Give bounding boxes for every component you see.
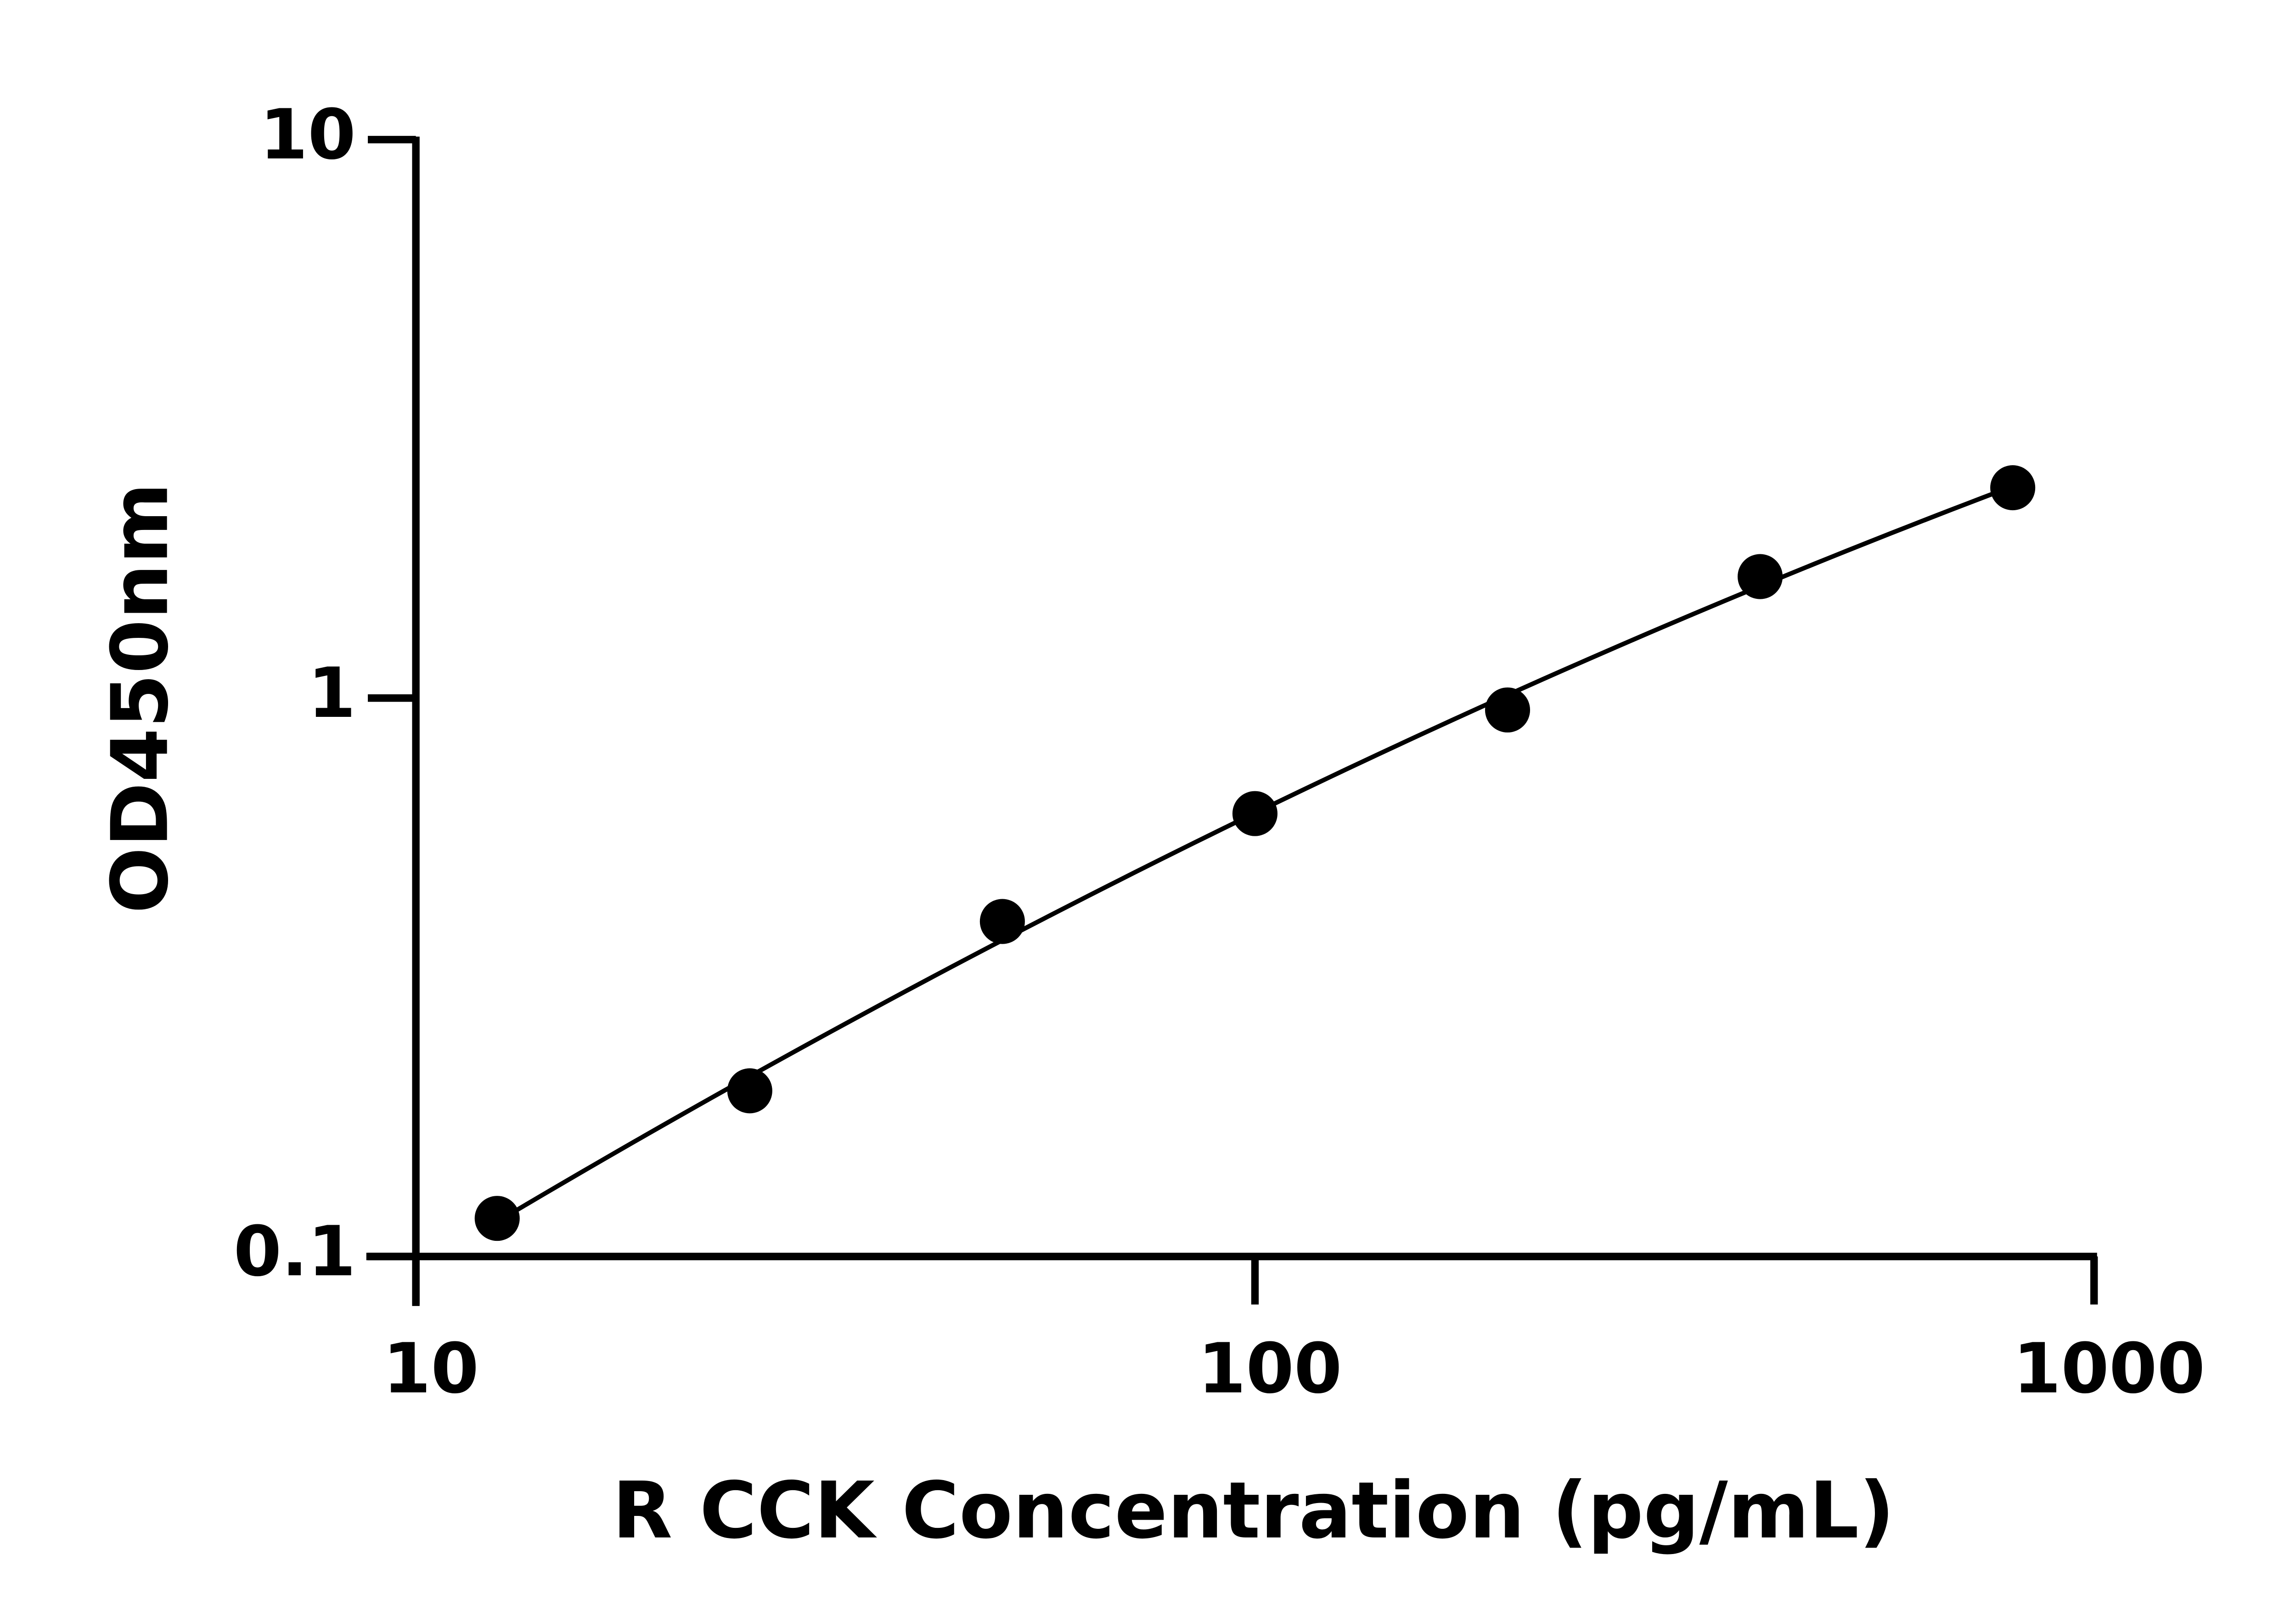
y-tick-label: 10 xyxy=(260,95,356,175)
fit-curve xyxy=(496,484,2014,1224)
x-axis-label: R CCK Concentration (pg/mL) xyxy=(612,1465,1894,1556)
data-point xyxy=(727,1068,772,1114)
data-point xyxy=(1485,687,1531,733)
x-tick-label: 10 xyxy=(383,1329,479,1409)
data-point xyxy=(474,1196,520,1241)
data-point xyxy=(1232,791,1277,836)
y-axis-label: OD450nm xyxy=(95,483,186,913)
data-point xyxy=(1738,554,1783,599)
data-point xyxy=(979,899,1025,944)
y-tick-label: 1 xyxy=(308,653,356,733)
x-tick-label: 1000 xyxy=(2013,1329,2205,1409)
data-point xyxy=(1990,465,2036,511)
x-tick-label: 100 xyxy=(1198,1329,1342,1409)
y-tick-label: 0.1 xyxy=(234,1211,356,1292)
